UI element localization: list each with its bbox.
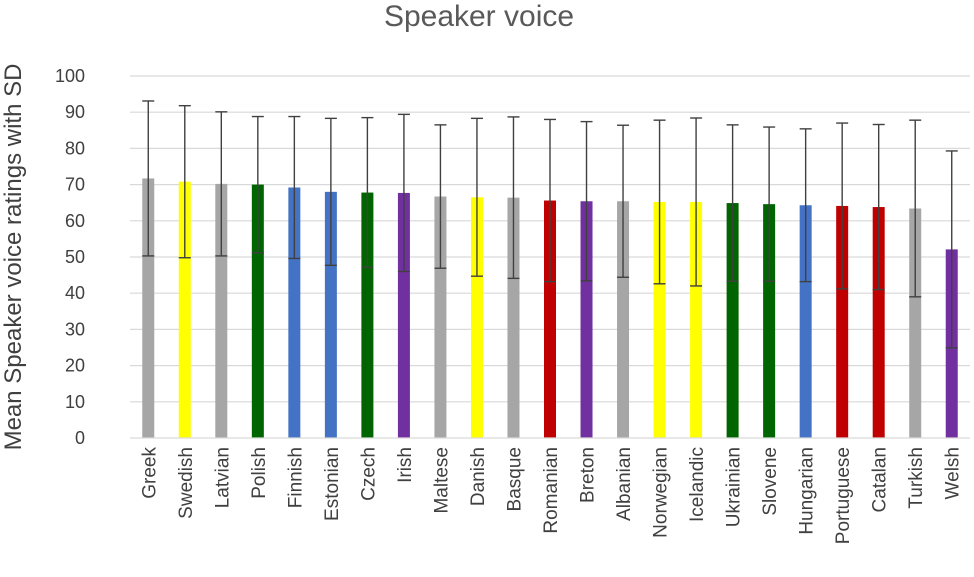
error-bar-polish	[251, 115, 264, 254]
error-bar-slovene	[763, 126, 776, 282]
error-bar-icelandic	[690, 117, 703, 287]
x-category-label: Romanian	[541, 447, 562, 534]
error-bar-turkish	[909, 119, 922, 298]
x-category-label: Polish	[249, 447, 270, 499]
error-bar-portuguese	[836, 122, 849, 290]
error-bar-irish	[397, 113, 410, 273]
bar-estonian	[324, 191, 337, 438]
y-tick-label: 50	[65, 247, 85, 267]
x-category-label: Swedish	[176, 447, 197, 519]
x-category-label: Estonian	[322, 447, 343, 521]
x-category-label: Norwegian	[651, 447, 672, 538]
bar-polish	[251, 184, 264, 438]
y-tick-label: 90	[65, 102, 85, 122]
error-bar-breton	[580, 120, 593, 282]
bar-albanian	[617, 201, 630, 438]
x-category-label: Welsh	[943, 447, 964, 499]
error-bar-finnish	[288, 115, 301, 260]
bar-latvian	[215, 183, 228, 438]
bar-basque	[507, 197, 520, 438]
bar-swedish	[178, 181, 191, 439]
error-bar-estonian	[324, 117, 337, 267]
x-category-label: Portuguese	[833, 447, 854, 544]
x-category-label: Turkish	[906, 447, 927, 509]
error-bar-greek	[142, 100, 155, 257]
y-tick-label: 10	[65, 392, 85, 412]
x-category-label: Greek	[139, 447, 160, 499]
y-tick-label: 30	[65, 319, 85, 339]
x-axis-categories: Greek Swedish Latvian Polish Finnish Estonian…	[139, 447, 963, 545]
bar-finnish	[288, 187, 301, 438]
y-tick-label: 0	[75, 428, 85, 448]
y-tick-label: 20	[65, 356, 85, 376]
error-bar-swedish	[178, 104, 191, 259]
bar-icelandic	[690, 201, 703, 438]
error-bar-albanian	[617, 124, 630, 278]
bar-greek	[142, 178, 155, 439]
bar-slovene	[763, 204, 776, 438]
x-category-label: Danish	[468, 447, 489, 506]
x-category-label: Ukrainian	[724, 447, 745, 527]
bar-danish	[470, 197, 483, 438]
chart-title: Speaker voice	[384, 0, 574, 33]
error-bar-romanian	[544, 118, 556, 283]
x-category-label: Czech	[358, 447, 379, 501]
y-tick-label: 70	[65, 175, 85, 195]
x-category-label: Albanian	[614, 447, 635, 521]
x-category-label: Finnish	[285, 447, 306, 508]
error-bar-norwegian	[653, 119, 666, 285]
y-tick-label: 100	[55, 66, 85, 86]
bar-irish	[397, 192, 410, 438]
error-bar-welsh	[945, 150, 958, 349]
x-category-label: Hungarian	[797, 447, 818, 535]
x-category-label: Catalan	[870, 447, 891, 513]
y-tick-label: 40	[65, 283, 85, 303]
error-bar-czech	[361, 116, 374, 269]
x-category-label: Breton	[578, 447, 599, 503]
error-bar-latvian	[215, 111, 228, 257]
bar-romanian	[544, 200, 556, 438]
error-bar-basque	[507, 116, 520, 280]
x-category-label: Basque	[504, 447, 525, 511]
error-bars	[142, 100, 958, 349]
error-bar-maltese	[434, 124, 447, 269]
error-bar-hungarian	[799, 128, 812, 283]
x-category-label: Irish	[395, 447, 416, 483]
y-axis-ticks: 0 10 20 30 40 50 60 70 80 90 100	[55, 66, 85, 448]
bar-norwegian	[653, 201, 666, 438]
x-category-label: Icelandic	[687, 447, 708, 522]
bar-hungarian	[799, 205, 812, 438]
x-category-label: Latvian	[212, 447, 233, 508]
x-category-label: Slovene	[760, 447, 781, 516]
x-category-label: Maltese	[431, 447, 452, 514]
bar-czech	[361, 192, 374, 438]
y-tick-label: 60	[65, 211, 85, 231]
y-tick-label: 80	[65, 138, 85, 158]
bar-turkish	[909, 208, 922, 438]
bar-maltese	[434, 196, 447, 438]
error-bar-ukrainian	[726, 124, 739, 282]
bar-portuguese	[836, 205, 849, 438]
error-bar-catalan	[872, 123, 885, 291]
bar-catalan	[872, 207, 885, 438]
bar-ukrainian	[726, 203, 739, 438]
y-axis-label: Mean Speaker voice ratings with SD	[0, 64, 27, 451]
bar-breton	[580, 201, 593, 438]
error-bar-danish	[470, 117, 483, 277]
